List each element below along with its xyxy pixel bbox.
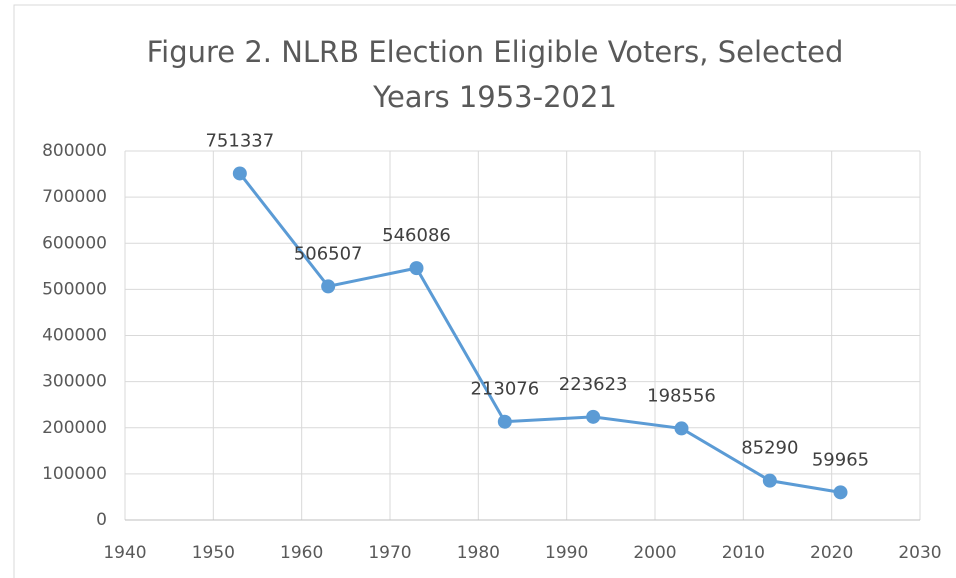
y-tick-label: 600000 <box>42 233 107 253</box>
y-tick-label: 100000 <box>42 464 107 484</box>
line <box>238 172 841 494</box>
chart-title: Figure 2. NLRB Election Eligible Voters,… <box>146 35 844 114</box>
data-label: 751337 <box>205 130 274 151</box>
y-tick-label: 800000 <box>42 141 107 161</box>
data-label: 506507 <box>294 243 363 264</box>
x-tick-label: 1950 <box>192 543 235 563</box>
data-label: 85290 <box>741 438 798 459</box>
x-tick-label: 1970 <box>368 543 411 563</box>
data-label: 59965 <box>812 449 869 470</box>
marker <box>762 473 777 488</box>
marker <box>321 279 336 294</box>
y-tick-label: 500000 <box>42 279 107 299</box>
marker <box>232 166 247 181</box>
x-tick-label: 2000 <box>633 543 676 563</box>
marker <box>409 261 424 276</box>
x-tick-label: 2010 <box>722 543 765 563</box>
marker <box>674 421 689 436</box>
data-label: 546086 <box>382 225 451 246</box>
x-tick-label: 2030 <box>898 543 941 563</box>
y-tick-label: 300000 <box>42 372 107 392</box>
marker <box>586 409 601 424</box>
data-label: 198556 <box>647 385 716 406</box>
y-tick-label: 200000 <box>42 418 107 438</box>
x-tick-label: 1960 <box>280 543 323 563</box>
x-tick-label: 2020 <box>810 543 853 563</box>
x-tick-label: 1980 <box>457 543 500 563</box>
marker <box>497 414 512 429</box>
chart-border <box>13 4 956 578</box>
data-label: 223623 <box>559 374 628 395</box>
y-tick-label: 0 <box>96 510 107 530</box>
x-tick-label: 1990 <box>545 543 588 563</box>
data-label: 213076 <box>470 379 539 400</box>
y-tick-label: 400000 <box>42 326 107 346</box>
marker <box>833 485 848 500</box>
x-tick-label: 1940 <box>103 543 146 563</box>
y-tick-label: 700000 <box>42 187 107 207</box>
